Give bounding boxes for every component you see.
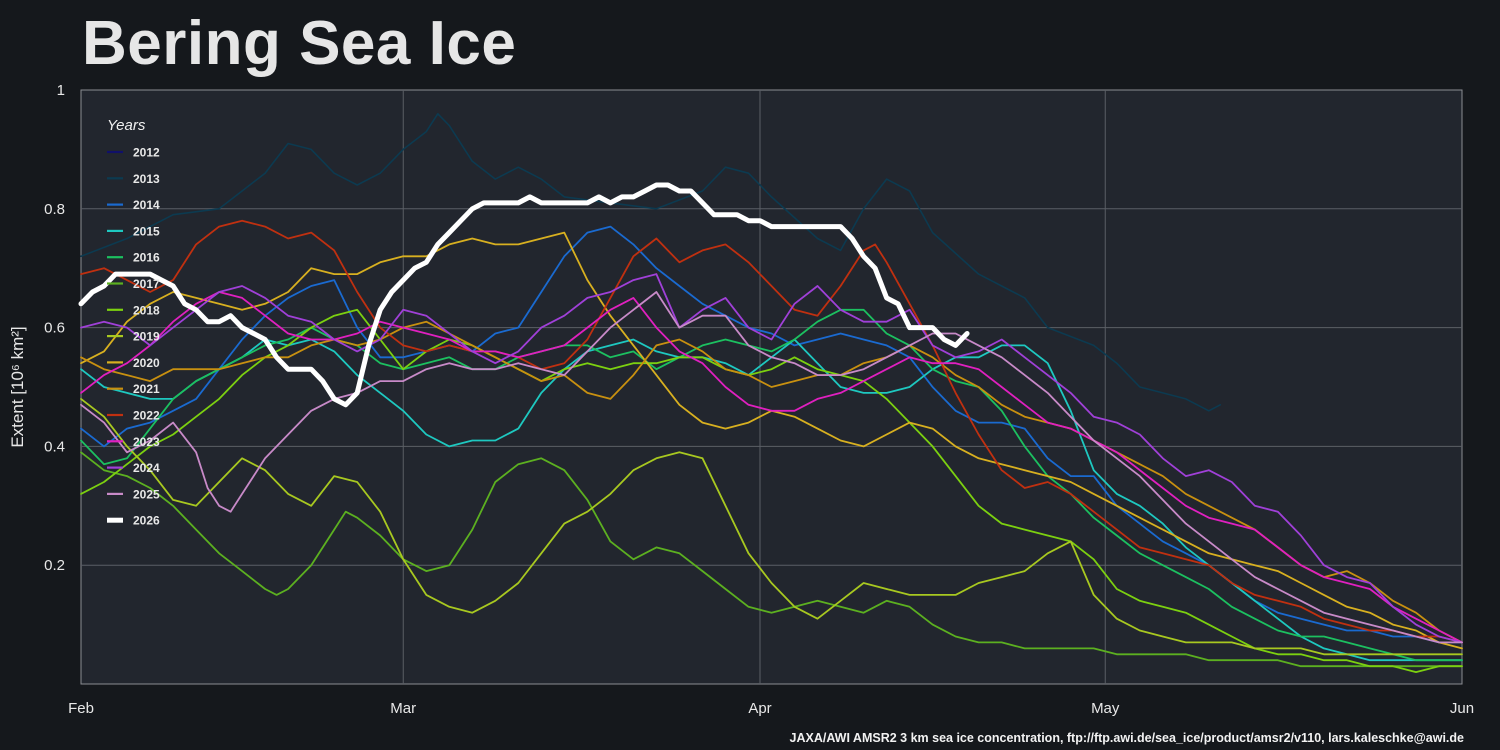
legend-label-2015: 2015: [133, 224, 160, 238]
y-tick-label: 1: [57, 82, 65, 99]
series-line-2022: [80, 219, 1463, 644]
legend-label-2013: 2013: [133, 172, 160, 186]
legend-label-2024: 2024: [133, 461, 160, 475]
legend-label-2018: 2018: [133, 303, 160, 317]
series-line-2021: [80, 320, 1463, 644]
series-line-2013: [80, 113, 1222, 412]
legend-label-2022: 2022: [133, 409, 160, 423]
legend-label-2020: 2020: [133, 356, 160, 370]
legend-label-2025: 2025: [133, 487, 160, 501]
series-lines: [78, 113, 1463, 673]
legend-label-2021: 2021: [133, 382, 160, 396]
tick-labels: Feb Mar Apr May Jun 0.2 0.4 0.6 0.8 1: [44, 82, 1474, 717]
y-tick-label: 0.6: [44, 320, 65, 337]
x-tick-label: Mar: [390, 700, 416, 717]
legend-label-2019: 2019: [133, 330, 160, 344]
legend-label-2014: 2014: [133, 198, 160, 212]
y-axis-title: Extent [10⁶ km²]: [8, 326, 27, 447]
chart-title: Bering Sea Ice: [82, 9, 517, 78]
x-tick-label: Jun: [1450, 700, 1474, 717]
x-tick-label: Apr: [748, 700, 771, 717]
series-line-2026: [78, 182, 970, 408]
legend-label-2026: 2026: [133, 514, 160, 528]
x-tick-label: May: [1091, 700, 1120, 717]
legend: Years 2012 2013 2014 2015 2016 2017 2018 2019 20…: [107, 117, 160, 528]
series-line-2023: [80, 291, 1463, 644]
legend-label-2017: 2017: [133, 277, 160, 291]
source-credit: JAXA/AWI AMSR2 3 km sea ice concentratio…: [789, 731, 1465, 745]
x-tick-label: Feb: [68, 700, 94, 717]
series-line-2018: [80, 308, 1463, 673]
series-line-2024: [80, 273, 1463, 644]
y-tick-label: 0.2: [44, 557, 65, 574]
series-line-2017: [80, 451, 1463, 668]
y-tick-label: 0.8: [44, 201, 65, 218]
legend-label-2012: 2012: [133, 146, 160, 160]
series-line-2025: [80, 291, 1463, 644]
legend-label-2016: 2016: [133, 251, 160, 265]
series-line-2019: [80, 398, 1463, 656]
y-tick-label: 0.4: [44, 438, 65, 455]
legend-label-2023: 2023: [133, 435, 160, 449]
legend-title: Years: [107, 117, 146, 134]
